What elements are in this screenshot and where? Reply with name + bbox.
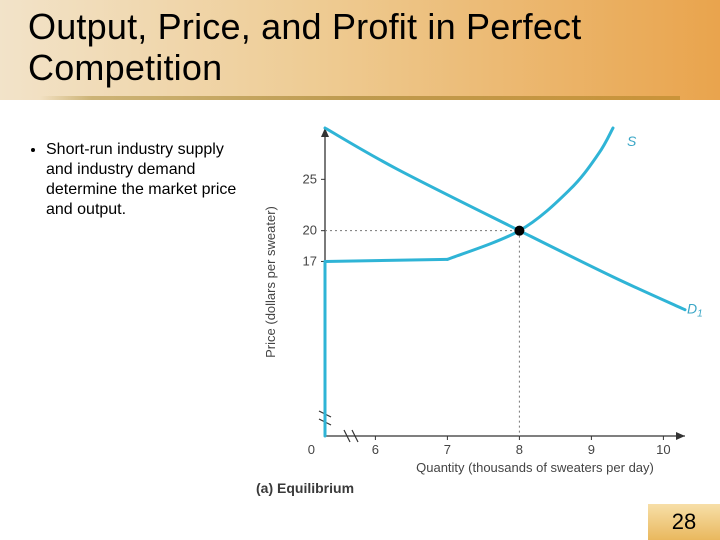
equilibrium-chart: 17 20 25 6 7 8 9 10 0 Price (dollars per sweater)… (247, 118, 707, 488)
slide: Output, Price, and Profit in Perfect Com… (0, 0, 720, 540)
title-underline (40, 96, 680, 100)
svg-text:10: 10 (656, 442, 670, 457)
svg-text:25: 25 (303, 171, 317, 186)
svg-text:Quantity (thousands of sweater: Quantity (thousands of sweaters per day) (416, 460, 654, 475)
svg-text:17: 17 (303, 253, 317, 268)
svg-text:0: 0 (308, 442, 315, 457)
page-number: 28 (648, 504, 720, 540)
svg-text:20: 20 (303, 223, 317, 238)
chart-caption: (a) Equilibrium (256, 480, 354, 496)
page-title: Output, Price, and Profit in Perfect Com… (28, 6, 688, 89)
svg-text:8: 8 (516, 442, 523, 457)
svg-text:S: S (627, 133, 637, 149)
caption-text: Equilibrium (277, 480, 354, 496)
svg-text:Price (dollars per sweater): Price (dollars per sweater) (263, 206, 278, 358)
svg-text:9: 9 (588, 442, 595, 457)
svg-text:D1: D1 (687, 301, 703, 320)
svg-text:7: 7 (444, 442, 451, 457)
bullet-1: Short-run industry supply and industry d… (46, 140, 238, 220)
caption-label: (a) (256, 480, 273, 496)
svg-text:6: 6 (372, 442, 379, 457)
body-text: Short-run industry supply and industry d… (28, 140, 238, 220)
